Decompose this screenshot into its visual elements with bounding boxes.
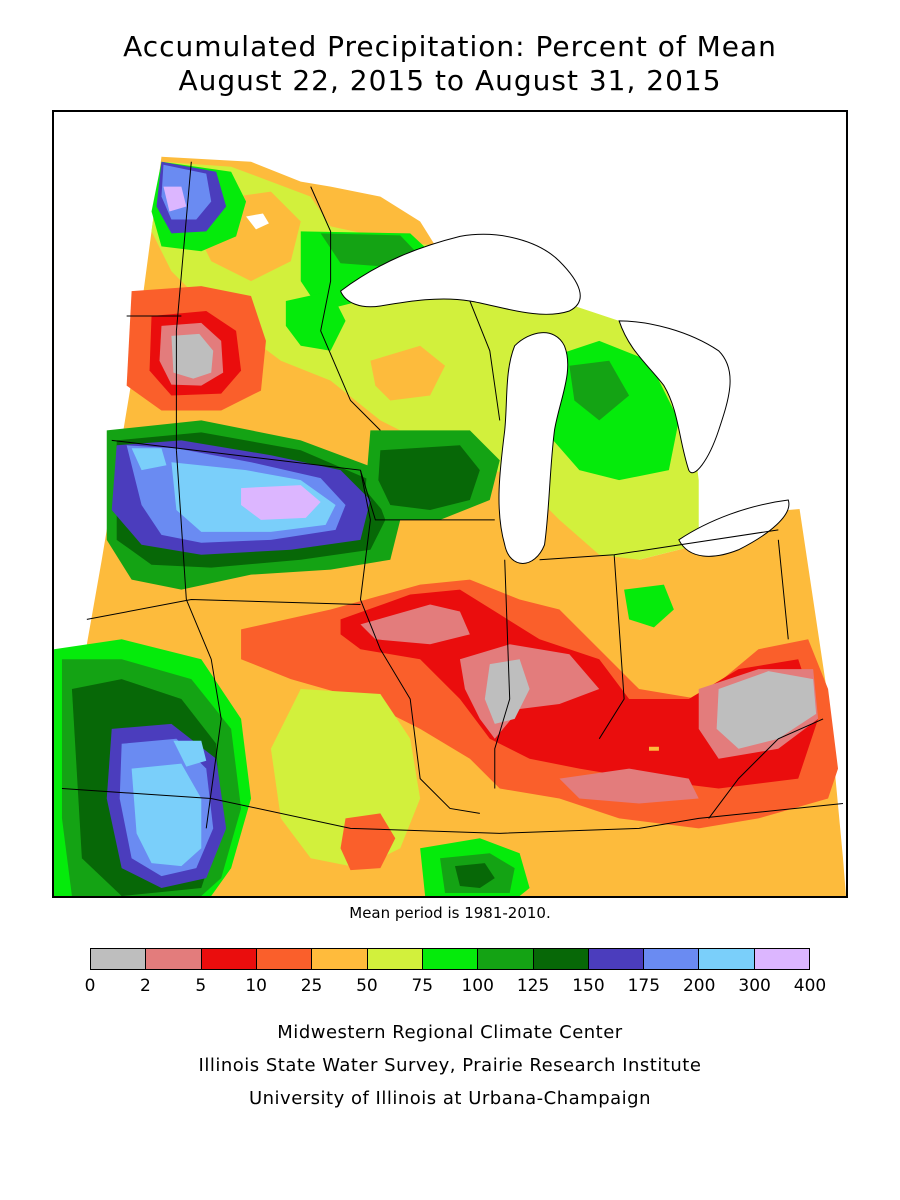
legend-tick-label: 25 [300,976,323,996]
lake-michigan [498,332,569,564]
map-title-line-1: Accumulated Precipitation: Percent of Me… [123,30,777,63]
legend-ticks: 0 2 5 10 25 50 75 100 125 150 175 200 300 400 [85,976,827,998]
precip-zone [163,186,187,212]
legend-swatch [533,949,589,969]
lake-superior [339,233,581,315]
precip-zone [131,448,167,471]
precip-zone [370,345,446,401]
precip-zone [624,584,674,628]
legend-tick-label: 10 [245,976,267,996]
legend-swatch [256,949,313,969]
legend-swatch [588,949,645,969]
legend-tick-label: 50 [356,976,378,996]
credit-line-3: University of Illinois at Urbana-Champai… [248,1088,652,1109]
credit-line-2: Illinois State Water Survey, Prairie Res… [198,1055,702,1076]
precip-zone [454,863,495,889]
legend-swatch [699,949,755,969]
legend-tick-label: 125 [516,976,550,996]
legend-swatch [312,949,368,969]
legend-tick-label: 200 [682,976,716,996]
legend-tick-label: 150 [572,976,605,996]
map-title-line-2: August 22, 2015 to August 31, 2015 [178,64,722,97]
legend-tick-label: 100 [461,976,494,996]
precipitation-map [52,110,848,898]
legend-swatch [367,949,423,969]
legend-tick-label: 0 [84,976,96,996]
precip-zone [246,213,269,230]
legend-swatch [754,949,810,969]
precip-zone [559,768,699,804]
legend-tick-label: 75 [411,976,434,996]
mean-period-note: Mean period is 1981-2010. [349,904,551,922]
legend-tick-label: 175 [627,976,661,996]
precip-zone [569,360,630,421]
lake-erie [678,499,790,557]
legend-swatch [91,949,147,969]
legend-tick-label: 5 [195,976,207,996]
precip-zone [360,604,470,645]
precip-zone [171,333,214,379]
legend-swatch [478,949,534,969]
outside-projection-right [798,500,846,896]
precip-zone [340,813,396,871]
color-legend [90,948,810,970]
legend-tick-label: 2 [139,976,151,996]
precip-zone [285,291,346,351]
legend-swatch [422,949,479,969]
legend-tick-label: 400 [793,976,827,996]
credit-line-1: Midwestern Regional Climate Center [277,1022,623,1043]
precip-spot [648,746,659,751]
lake-huron [618,320,731,474]
precip-zone [173,740,207,767]
legend-tick-label: 300 [738,976,771,996]
precip-zone [716,671,817,749]
state-borders [61,161,844,834]
precip-zone [484,659,530,724]
legend-swatch [146,949,202,969]
legend-swatch [201,949,257,969]
legend-swatch [644,949,700,969]
precip-zone [131,763,202,867]
precip-zone [241,485,321,520]
precip-zone [378,445,480,510]
